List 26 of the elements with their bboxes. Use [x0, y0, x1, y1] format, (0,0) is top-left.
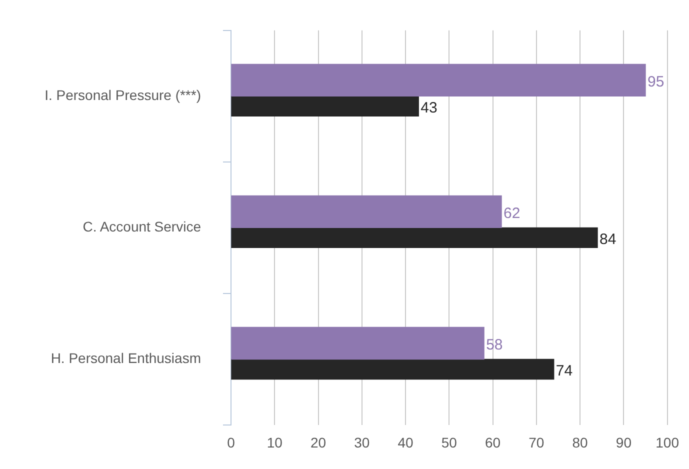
- x-tick-label: 0: [227, 434, 236, 450]
- bar: [231, 195, 502, 228]
- bar: [231, 96, 419, 116]
- bar: [231, 64, 646, 96]
- data-label: 84: [600, 230, 616, 248]
- x-tick-label: 90: [616, 434, 632, 450]
- x-tick-label: 60: [485, 434, 501, 450]
- bar: [231, 358, 554, 380]
- x-tick-label: 70: [528, 434, 544, 450]
- x-tick-label: 40: [398, 434, 414, 450]
- x-tick-label: 10: [266, 434, 283, 450]
- y-tick-label: C. Account Service: [82, 218, 202, 235]
- x-tick-label: 20: [310, 434, 326, 450]
- data-label: 95: [648, 73, 664, 90]
- y-tick-label: I. Personal Pressure (***): [44, 87, 201, 104]
- x-tick-label: 100: [656, 434, 680, 450]
- data-label: 58: [486, 336, 503, 354]
- x-tick-label: 50: [441, 434, 458, 450]
- y-tick-label: H. Personal Enthusiasm: [50, 350, 201, 366]
- data-label: 74: [556, 362, 573, 380]
- bar: [231, 326, 484, 360]
- bar: [231, 227, 598, 248]
- x-tick-label: 80: [572, 434, 588, 450]
- data-label: 62: [504, 204, 520, 222]
- data-label: 43: [420, 99, 438, 116]
- x-tick-label: 30: [354, 434, 370, 450]
